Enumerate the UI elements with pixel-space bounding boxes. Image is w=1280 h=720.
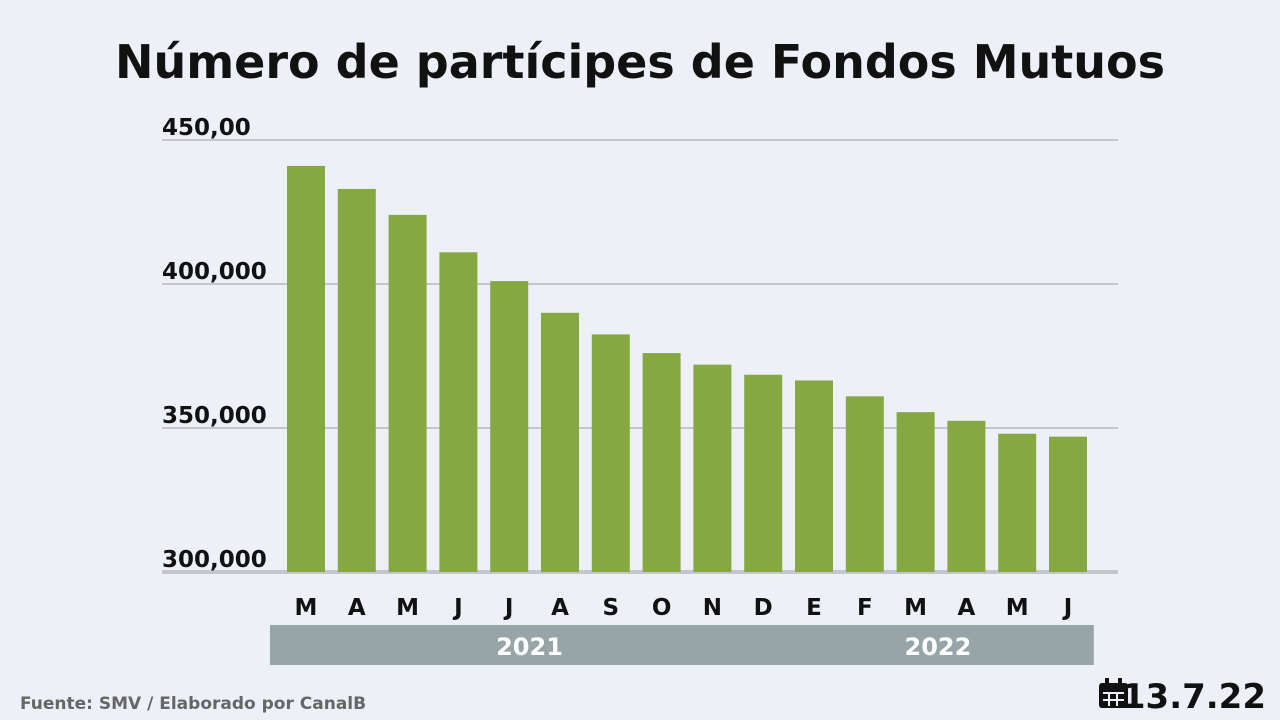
bar (744, 374, 783, 572)
date: 13.7.22 (1122, 677, 1266, 717)
x-tick-label: M (1006, 595, 1029, 621)
y-tick-label: 300,000 (162, 547, 267, 573)
bar (591, 334, 630, 572)
bar (693, 364, 732, 572)
bar (388, 214, 427, 572)
x-tick-label: N (703, 595, 722, 621)
bar (795, 380, 833, 572)
bar (896, 412, 935, 572)
year-label: 2021 (496, 633, 563, 661)
calendar-icon (1099, 678, 1128, 708)
y-tick-label: 400,000 (162, 259, 267, 285)
x-tick-label: M (295, 595, 318, 621)
x-tick-label: A (957, 595, 975, 621)
y-tick-label: 450,00 (162, 115, 251, 141)
x-tick-label: J (503, 595, 514, 621)
bar (490, 281, 529, 572)
bar (947, 420, 986, 572)
x-tick-label: J (452, 595, 463, 621)
bar (337, 188, 376, 572)
y-tick-label: 350,000 (162, 403, 267, 429)
x-tick-label: A (348, 595, 366, 621)
year-band (782, 625, 1094, 665)
x-tick-label: J (1062, 595, 1073, 621)
x-tick-label: O (652, 595, 672, 621)
source: Fuente: SMV / Elaborado por CanalB (20, 694, 366, 714)
x-tick-label: A (551, 595, 569, 621)
x-tick-label: S (603, 595, 620, 621)
bar (1049, 436, 1087, 572)
x-tick-label: F (857, 595, 873, 621)
bar (642, 353, 681, 572)
x-tick-label: E (806, 595, 822, 621)
year-band (270, 625, 785, 665)
chart-title: Número de partícipes de Fondos Mutuos (115, 35, 1165, 89)
x-tick-label: M (396, 595, 419, 621)
year-label: 2022 (905, 633, 972, 661)
bar (845, 396, 884, 572)
bar (541, 312, 579, 572)
bar (287, 165, 325, 573)
bar (439, 252, 478, 572)
x-tick-label: M (904, 595, 927, 621)
x-tick-label: D (754, 595, 773, 621)
bar (998, 433, 1037, 572)
